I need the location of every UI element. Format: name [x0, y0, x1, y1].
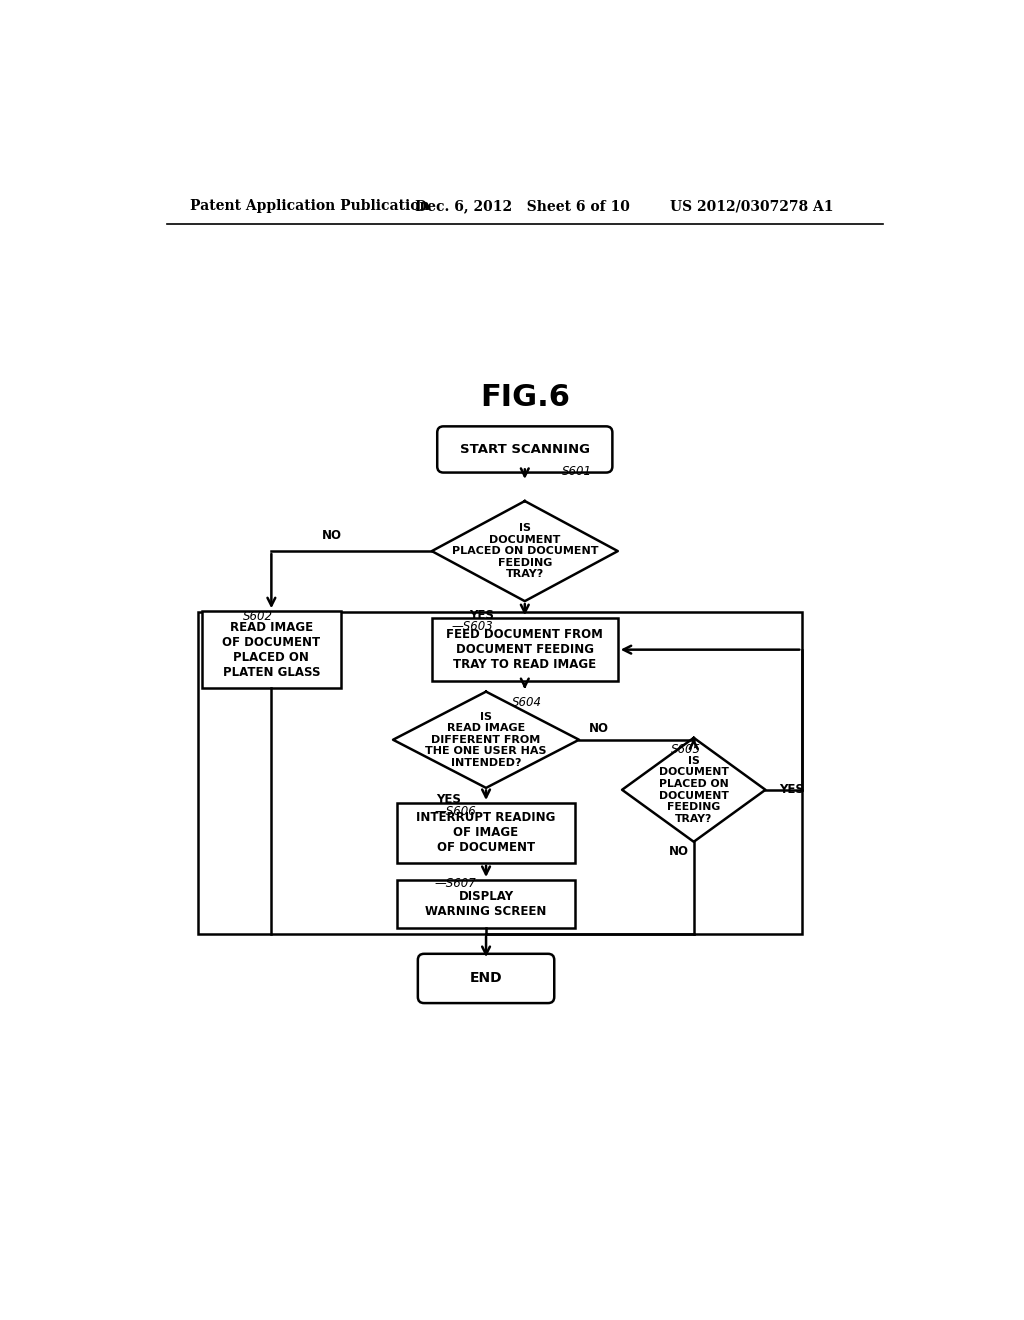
Text: S602: S602 [243, 610, 272, 623]
Polygon shape [393, 692, 579, 788]
Bar [397, 880, 575, 928]
Text: Dec. 6, 2012   Sheet 6 of 10: Dec. 6, 2012 Sheet 6 of 10 [415, 199, 630, 213]
Text: —S607: —S607 [434, 878, 476, 890]
FancyBboxPatch shape [437, 426, 612, 473]
Text: —S603: —S603 [452, 620, 494, 634]
Text: S604: S604 [512, 696, 542, 709]
Bar [198, 612, 802, 933]
Text: INTERRUPT READING
OF IMAGE
OF DOCUMENT: INTERRUPT READING OF IMAGE OF DOCUMENT [417, 812, 556, 854]
FancyBboxPatch shape [418, 954, 554, 1003]
Text: IS
DOCUMENT
PLACED ON DOCUMENT
FEEDING
TRAY?: IS DOCUMENT PLACED ON DOCUMENT FEEDING T… [452, 523, 598, 579]
Text: NO: NO [669, 845, 689, 858]
Text: YES: YES [469, 610, 494, 622]
Text: US 2012/0307278 A1: US 2012/0307278 A1 [671, 199, 834, 213]
Text: END: END [470, 972, 503, 986]
Text: NO: NO [322, 529, 342, 543]
Text: IS
DOCUMENT
PLACED ON
DOCUMENT
FEEDING
TRAY?: IS DOCUMENT PLACED ON DOCUMENT FEEDING T… [658, 756, 729, 824]
Text: —S606: —S606 [434, 805, 476, 818]
Text: FIG.6: FIG.6 [480, 383, 569, 412]
Polygon shape [622, 738, 765, 842]
Text: NO: NO [589, 722, 609, 735]
Bar [397, 803, 575, 863]
Text: READ IMAGE
OF DOCUMENT
PLACED ON
PLATEN GLASS: READ IMAGE OF DOCUMENT PLACED ON PLATEN … [222, 620, 321, 678]
Text: DISPLAY
WARNING SCREEN: DISPLAY WARNING SCREEN [425, 890, 547, 917]
Polygon shape [432, 502, 617, 601]
Text: S601: S601 [562, 465, 592, 478]
Text: Patent Application Publication: Patent Application Publication [190, 199, 430, 213]
Bar [202, 611, 341, 688]
Bar [432, 618, 617, 681]
Text: START SCANNING: START SCANNING [460, 444, 590, 455]
Text: S605: S605 [671, 743, 700, 756]
Text: FEED DOCUMENT FROM
DOCUMENT FEEDING
TRAY TO READ IMAGE: FEED DOCUMENT FROM DOCUMENT FEEDING TRAY… [446, 628, 603, 671]
Text: IS
READ IMAGE
DIFFERENT FROM
THE ONE USER HAS
INTENDED?: IS READ IMAGE DIFFERENT FROM THE ONE USE… [425, 711, 547, 768]
Text: YES: YES [779, 783, 804, 796]
Text: YES: YES [436, 793, 462, 807]
